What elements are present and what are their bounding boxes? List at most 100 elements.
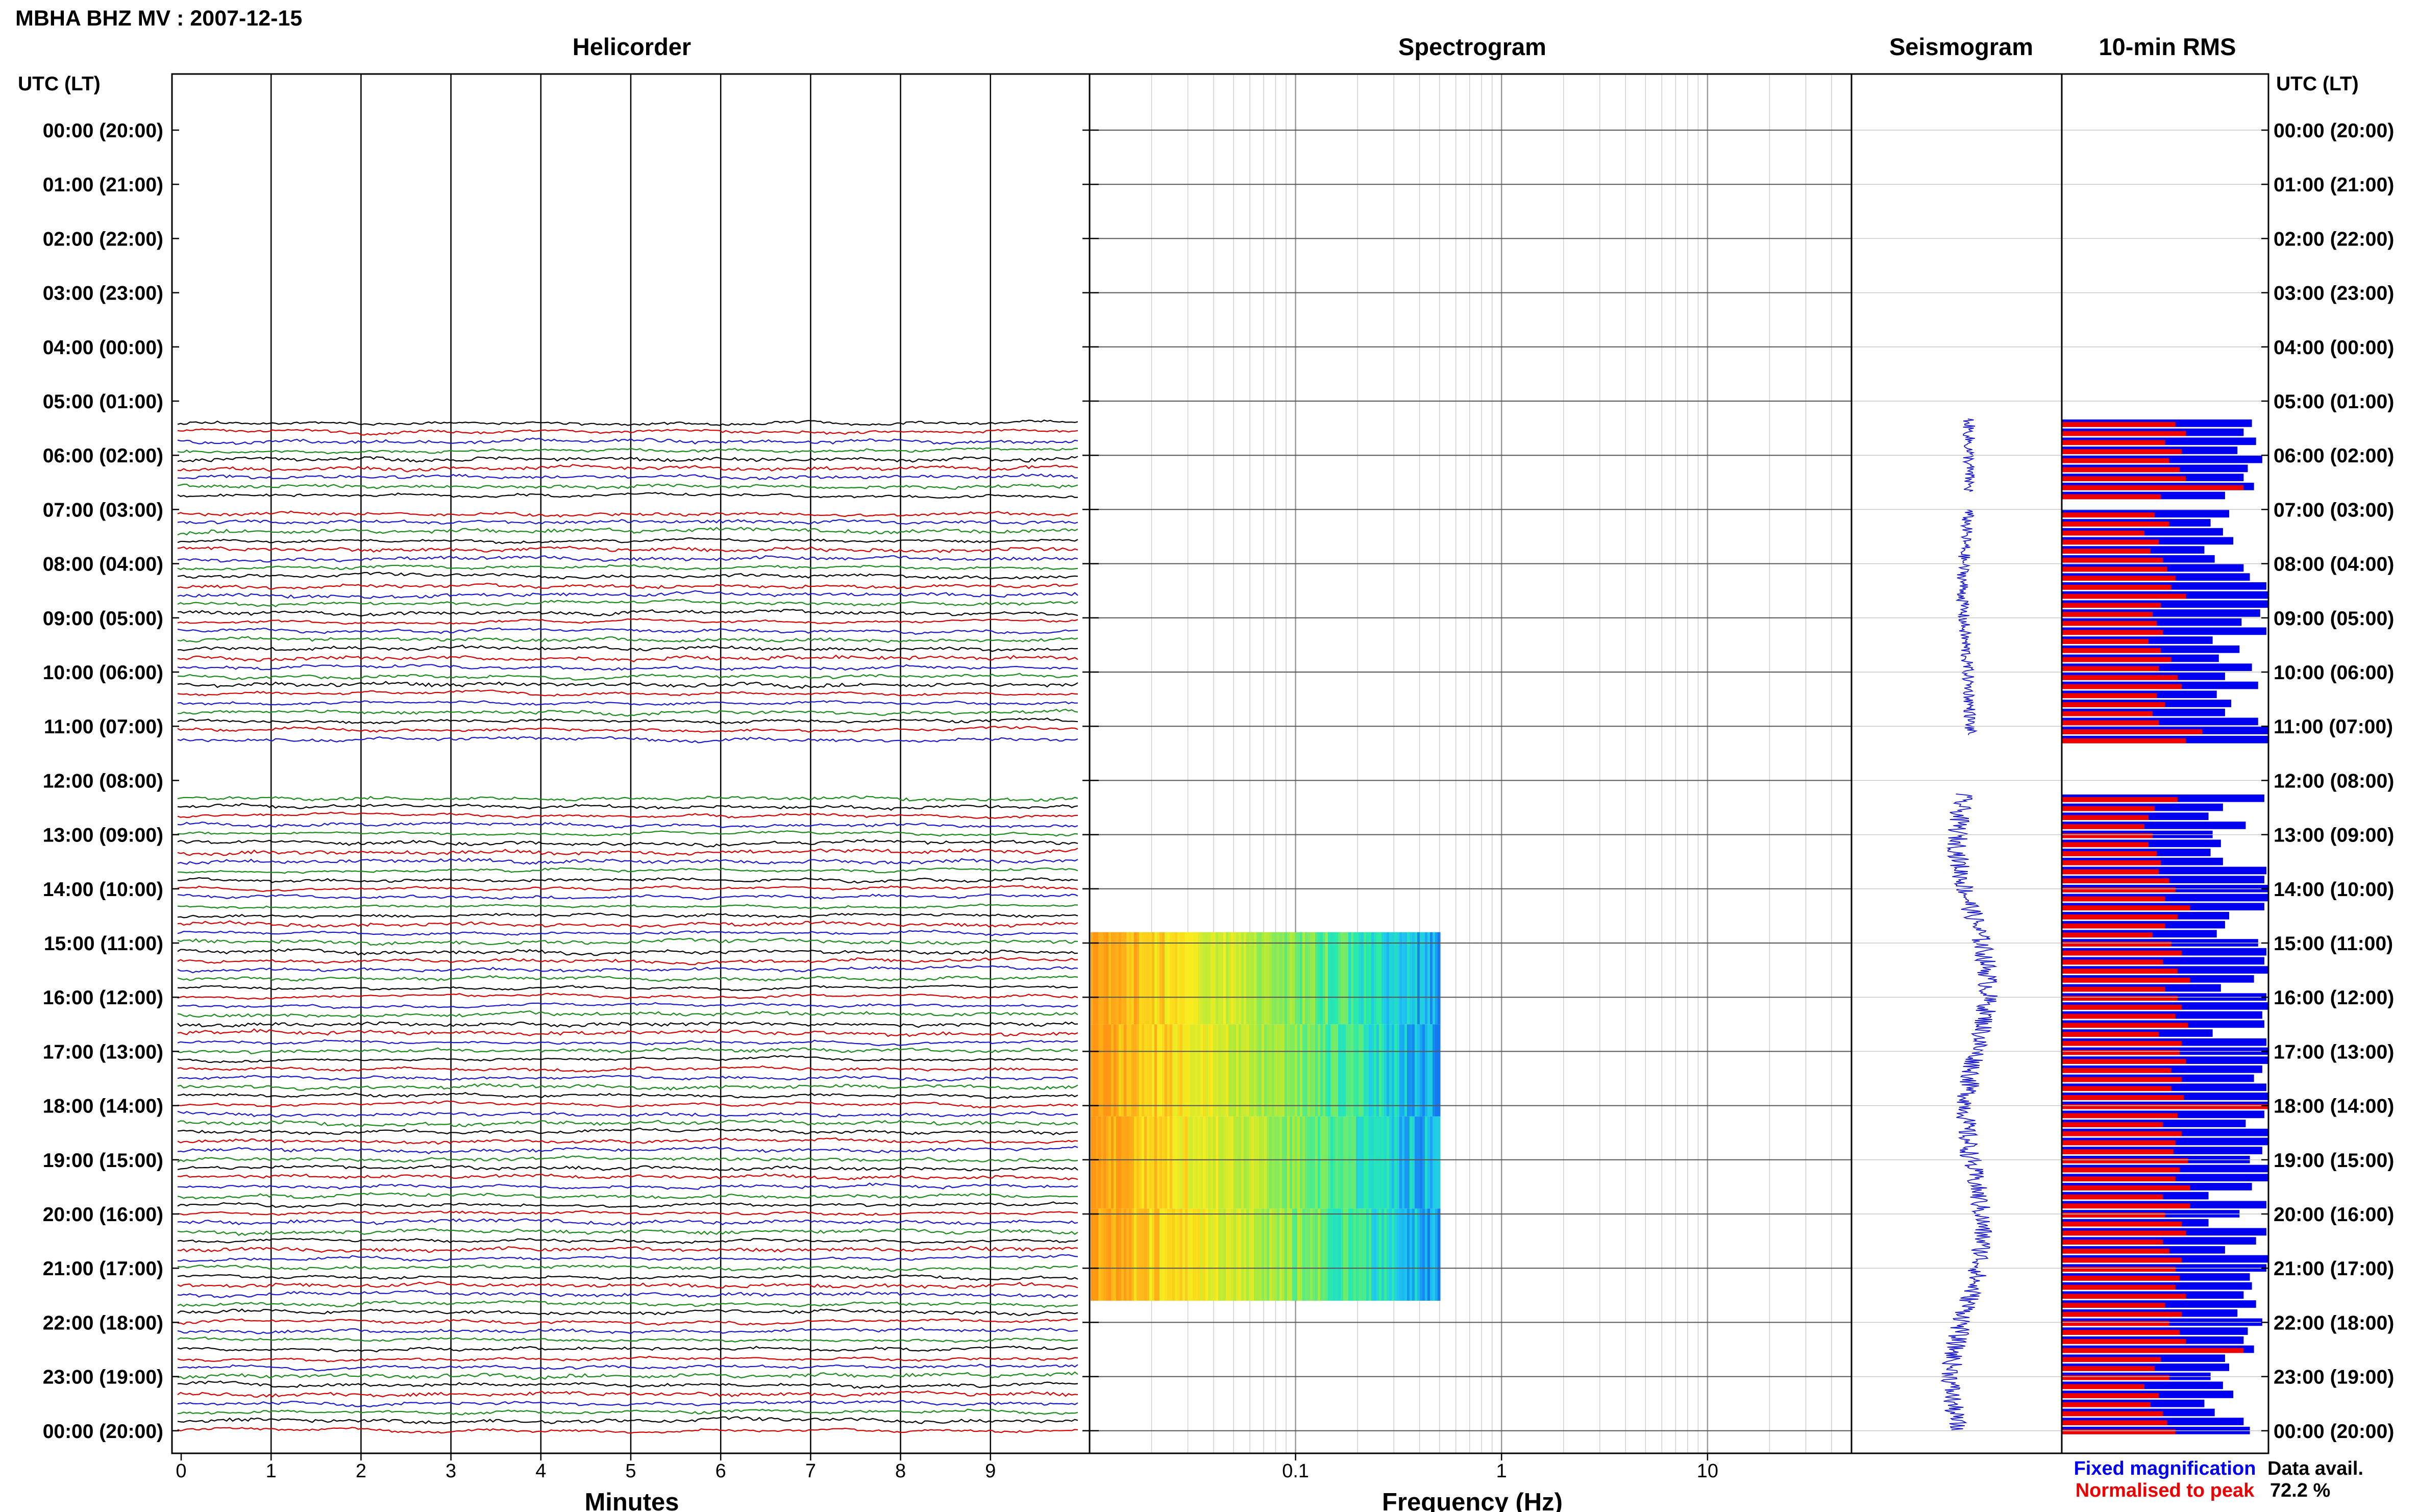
spectrogram-cell <box>1433 1024 1436 1117</box>
spectrogram-cell <box>1310 932 1313 1025</box>
hour-label-right: 23:00 (19:00) <box>2274 1367 2394 1389</box>
seismogram-panel <box>1940 418 1998 1430</box>
spectrogram-cell <box>1228 932 1231 1025</box>
spectrogram-cell <box>1384 1024 1387 1117</box>
rms-bar-normalised <box>2062 1023 2188 1028</box>
spectrogram-cell <box>1412 932 1415 1025</box>
rms-bar-normalised <box>2062 905 2190 911</box>
spectrogram-cell <box>1144 1024 1147 1117</box>
spectrogram-cell <box>1287 1116 1290 1209</box>
spectrogram-cell <box>1417 932 1420 1025</box>
spectrogram-cell <box>1435 1208 1438 1301</box>
spectrogram-cell <box>1091 1208 1094 1301</box>
spectrogram-cell <box>1422 1208 1425 1301</box>
spectrogram-cell <box>1246 932 1249 1025</box>
spectrogram-cell <box>1338 1024 1341 1117</box>
spectrogram-cell <box>1320 1024 1323 1117</box>
rms-bar-normalised <box>2062 1221 2182 1227</box>
hour-label-left: 20:00 (16:00) <box>43 1204 163 1226</box>
rms-bar-normalised <box>2062 1257 2182 1263</box>
spectrogram-cell <box>1351 1024 1354 1117</box>
seismogram-title: Seismogram <box>1889 33 2033 60</box>
spectrogram-cell <box>1114 932 1117 1025</box>
spectrogram-cell <box>1264 932 1267 1025</box>
helicorder-trace <box>177 1355 1078 1362</box>
spectrogram-cell <box>1267 1116 1270 1209</box>
spectrogram-cell <box>1422 1024 1425 1117</box>
spectrogram-cell <box>1182 1024 1186 1117</box>
spectrogram-cell <box>1379 1208 1382 1301</box>
spectrogram-cell <box>1346 1208 1349 1301</box>
helicorder-trace <box>177 1345 1078 1353</box>
spectrogram-cell <box>1295 1208 1298 1301</box>
minute-tick-label: 5 <box>625 1460 636 1482</box>
spectrogram-cell <box>1410 1116 1413 1209</box>
helicorder-trace <box>177 456 1078 463</box>
helicorder-trace <box>177 1416 1078 1425</box>
spectrogram-cell <box>1302 932 1305 1025</box>
spectrogram-cell <box>1282 932 1285 1025</box>
helicorder-trace <box>177 527 1078 536</box>
seis-frame <box>1850 73 2063 1454</box>
rms-bar-normalised <box>2062 996 2178 1001</box>
helicorder-trace <box>177 664 1078 671</box>
minute-tick-label: 2 <box>356 1460 366 1482</box>
spectrogram-cell <box>1359 1024 1362 1117</box>
rms-bar-normalised <box>2062 648 2161 653</box>
frequency-tick-label: 10 <box>1697 1460 1718 1482</box>
spectrogram-cell <box>1188 1116 1191 1209</box>
spectrogram-cell <box>1328 1116 1331 1209</box>
rms-bar-normalised <box>2062 675 2178 680</box>
rms-bar-normalised <box>2062 1158 2188 1163</box>
spectrogram-cell <box>1249 1208 1252 1301</box>
spectrogram-cell <box>1172 1208 1175 1301</box>
helicorder-trace <box>177 1055 1078 1063</box>
spectrogram-cell <box>1114 1208 1117 1301</box>
hour-label-left: 10:00 (06:00) <box>43 662 163 684</box>
spectrogram-cell <box>1096 1208 1099 1301</box>
spectrogram-cell <box>1359 932 1362 1025</box>
spectrogram-cell <box>1262 1116 1265 1209</box>
rms-bar-normalised <box>2062 869 2159 875</box>
spectrogram-cell <box>1399 932 1402 1025</box>
spectrogram-cell <box>1241 1116 1244 1209</box>
spectrogram-cell <box>1392 1116 1395 1209</box>
spectrogram-cell <box>1371 1024 1374 1117</box>
spectrogram-cell <box>1098 1116 1101 1209</box>
rms-bar-normalised <box>2062 932 2153 938</box>
spectrogram-cell <box>1315 1024 1318 1117</box>
hour-label-left: 23:00 (19:00) <box>43 1367 163 1389</box>
rms-bar-normalised <box>2062 485 2244 490</box>
spectrogram-cell <box>1330 1208 1334 1301</box>
rms-bar-normalised <box>2062 720 2159 726</box>
spectrogram-cell <box>1108 1208 1112 1301</box>
spectrogram-cell <box>1412 1024 1415 1117</box>
hour-label-left: 08:00 (04:00) <box>43 554 163 576</box>
helicorder-trace <box>177 1002 1078 1009</box>
spectrogram-cell <box>1111 1024 1114 1117</box>
helicorder-trace <box>177 537 1078 544</box>
spectrogram-cell <box>1159 932 1163 1025</box>
spectrogram-cell <box>1310 1208 1313 1301</box>
hour-label-left: 16:00 (12:00) <box>43 987 163 1009</box>
spectrogram-cell <box>1274 1024 1277 1117</box>
spectrogram-cell <box>1126 1116 1129 1209</box>
spectrogram-cell <box>1392 1024 1395 1117</box>
spectrogram-cell <box>1249 1116 1252 1209</box>
spectrogram-cell <box>1267 1208 1270 1301</box>
spectrogram-cell <box>1279 932 1282 1025</box>
spectrogram-cell <box>1328 1208 1331 1301</box>
spectrogram-cell <box>1114 1024 1117 1117</box>
helicorder-xlabel: Minutes <box>584 1489 679 1512</box>
helicorder-trace <box>177 975 1078 982</box>
spectrogram-cell <box>1420 1208 1423 1301</box>
spectrogram-cell <box>1333 1208 1336 1301</box>
rms-bar-normalised <box>2062 512 2155 518</box>
spectrogram-cell <box>1394 1024 1397 1117</box>
spectrogram-cell <box>1313 932 1316 1025</box>
spectrogram-cell <box>1251 932 1254 1025</box>
spectrogram-cell <box>1407 1116 1410 1209</box>
spectrogram-cell <box>1216 932 1219 1025</box>
spectrogram-cell <box>1098 932 1101 1025</box>
spectrogram-cell <box>1433 1208 1436 1301</box>
